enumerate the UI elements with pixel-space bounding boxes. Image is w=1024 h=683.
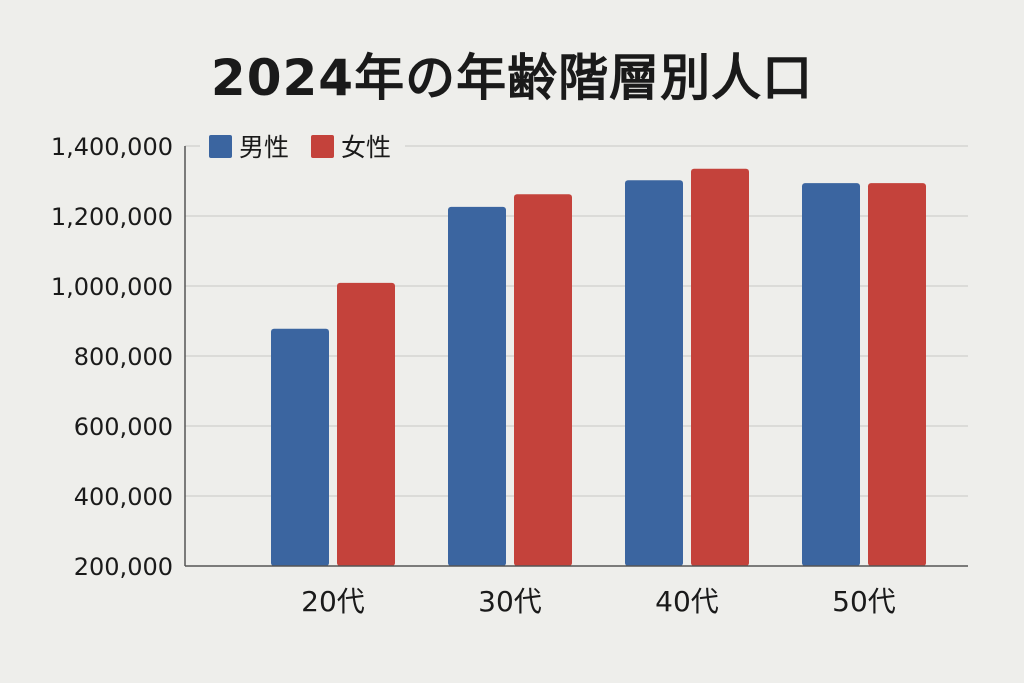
y-tick-label: 1,200,000 (51, 203, 173, 231)
legend-swatch (209, 135, 232, 158)
y-tick-label: 1,400,000 (51, 133, 173, 161)
bar-female-20s (337, 282, 395, 566)
y-tick-label: 400,000 (74, 483, 173, 511)
bar-male-40s (625, 180, 683, 567)
legend-label: 男性 (239, 133, 289, 162)
legend-label: 女性 (341, 133, 391, 162)
x-category-label: 50代 (832, 585, 896, 618)
bar-male-30s (448, 206, 506, 566)
y-tick-label: 1,000,000 (51, 273, 173, 301)
legend-swatch (311, 135, 334, 158)
bar-female-50s (868, 183, 926, 566)
x-category-label: 40代 (655, 585, 719, 618)
y-tick-label: 200,000 (74, 553, 173, 581)
chart-title: 2024年の年齢階層別人口 (210, 49, 814, 107)
x-category-label: 20代 (301, 585, 365, 618)
y-tick-label: 800,000 (74, 343, 173, 371)
bar-male-20s (271, 328, 329, 566)
bar-female-40s (691, 168, 749, 566)
y-tick-label: 600,000 (74, 413, 173, 441)
bar-female-30s (514, 194, 572, 567)
bar-male-50s (802, 183, 860, 566)
legend-background (200, 128, 405, 166)
x-category-label: 30代 (478, 585, 542, 618)
